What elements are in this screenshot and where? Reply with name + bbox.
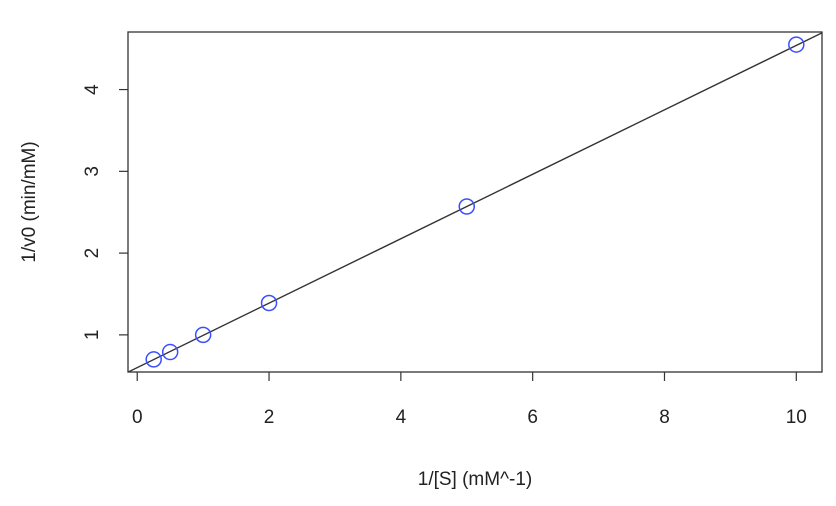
x-tick-label: 8 <box>659 407 670 428</box>
x-tick-label: 6 <box>527 407 538 428</box>
x-axis-label: 1/[S] (mM^-1) <box>418 469 532 490</box>
data-point <box>145 351 162 368</box>
x-tick-label: 2 <box>264 407 275 428</box>
y-tick-label: 4 <box>82 84 103 95</box>
x-tick-label: 10 <box>786 407 807 428</box>
y-axis-label: 1/v0 (min/mM) <box>19 141 40 262</box>
x-tick-label: 0 <box>132 407 143 428</box>
fit-line <box>128 32 822 372</box>
data-point <box>458 198 476 215</box>
data-point <box>161 343 179 361</box>
y-tick-label: 3 <box>82 166 103 177</box>
data-point <box>260 294 278 312</box>
data-point <box>194 326 212 344</box>
x-tick-label: 4 <box>396 407 407 428</box>
plot-frame <box>127 31 823 373</box>
y-tick-label: 2 <box>82 248 103 259</box>
y-tick-label: 1 <box>82 330 103 341</box>
data-point <box>788 36 805 53</box>
